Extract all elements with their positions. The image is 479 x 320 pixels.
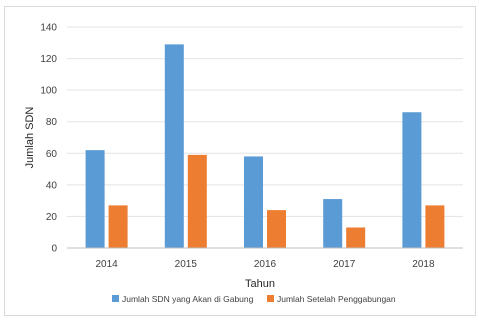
y-tick-label: 0 bbox=[51, 244, 57, 255]
chart-frame: 0 20 40 60 80 100 120 140 2014 2015 2016 2017 2018 … bbox=[4, 6, 476, 316]
legend-label: Jumlah Setelah Penggabungan bbox=[277, 294, 396, 304]
y-tick-label: 100 bbox=[40, 86, 57, 97]
bar-blue-2015 bbox=[164, 44, 184, 248]
legend-swatch bbox=[112, 295, 119, 302]
gridlines bbox=[67, 26, 463, 217]
legend-label: Jumlah SDN yang Akan di Gabung bbox=[122, 294, 254, 304]
x-tick-label: 2017 bbox=[333, 259, 356, 270]
bar-blue-2018 bbox=[402, 112, 422, 248]
x-tick-label: 2016 bbox=[254, 259, 277, 270]
bar-orange-2018 bbox=[425, 205, 445, 248]
bar-blue-2017 bbox=[323, 199, 343, 248]
y-axis-ticks: 0 20 40 60 80 100 120 140 bbox=[40, 23, 57, 255]
bar-orange-2016 bbox=[267, 210, 286, 248]
y-tick-label: 40 bbox=[46, 180, 58, 191]
bar-orange-2017 bbox=[346, 227, 366, 248]
x-axis-ticks: 2014 2015 2016 2017 2018 bbox=[95, 259, 434, 270]
bars bbox=[85, 44, 445, 248]
bar-blue-2016 bbox=[244, 156, 263, 248]
y-axis-title: Jumlah SDN bbox=[24, 107, 36, 169]
bar-orange-2014 bbox=[108, 205, 128, 248]
x-tick-label: 2015 bbox=[175, 259, 198, 270]
y-tick-label: 140 bbox=[40, 23, 57, 34]
x-tick-label: 2014 bbox=[95, 259, 118, 270]
bar-blue-2014 bbox=[85, 150, 105, 248]
legend: Jumlah SDN yang Akan di Gabung Jumlah Set… bbox=[112, 294, 396, 304]
legend-swatch bbox=[267, 295, 274, 302]
y-tick-label: 120 bbox=[40, 54, 57, 65]
x-tick-label: 2018 bbox=[412, 259, 435, 270]
x-axis-title: Tahun bbox=[245, 278, 275, 290]
y-tick-label: 20 bbox=[46, 212, 58, 223]
y-tick-label: 60 bbox=[46, 149, 58, 160]
bar-orange-2015 bbox=[187, 154, 207, 248]
y-tick-label: 80 bbox=[46, 117, 58, 128]
